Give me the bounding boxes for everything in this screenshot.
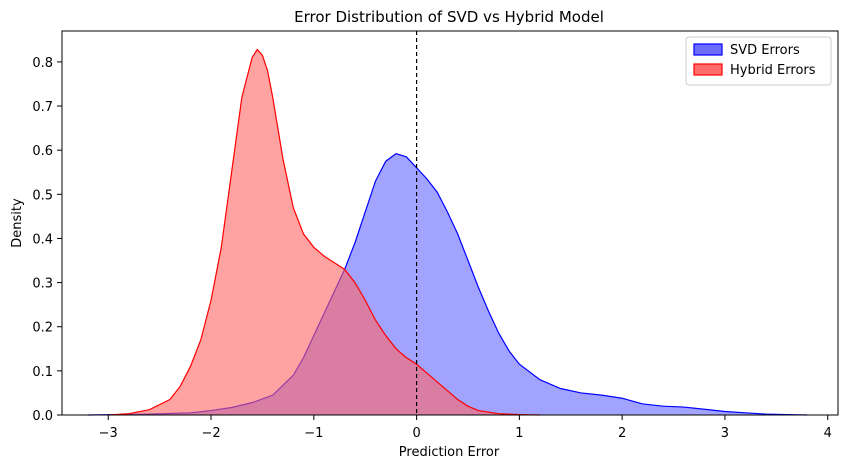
y-tick-label: 0.2 — [32, 321, 53, 336]
axes-frame — [61, 30, 839, 416]
x-tick-label: 3 — [721, 426, 729, 441]
x-tick-label: −3 — [99, 426, 118, 441]
x-axis-ticks: −3 −2 −1 0 1 2 3 4 — [99, 415, 832, 441]
legend-swatch-svd-errors — [693, 43, 723, 56]
y-tick-label: 0.1 — [32, 365, 53, 380]
legend-label-svd-errors: SVD Errors — [730, 43, 800, 58]
series-hybrid-errors-line — [108, 48, 540, 416]
y-tick-label: 0.5 — [32, 188, 53, 203]
x-tick-label: −2 — [201, 426, 220, 441]
chart-title: Error Distribution of SVD vs Hybrid Mode… — [294, 8, 604, 26]
x-axis-label: Prediction Error — [399, 445, 500, 460]
y-tick-label: 0.8 — [32, 56, 53, 71]
legend: SVD Errors Hybrid Errors — [685, 36, 832, 86]
y-axis-ticks: 0.0 0.1 0.2 0.3 0.4 0.5 0.6 0.7 0.8 — [32, 56, 62, 424]
x-tick-label: 2 — [618, 426, 626, 441]
legend-swatch-hybrid-errors — [693, 63, 723, 76]
y-tick-label: 0.4 — [32, 232, 53, 247]
x-tick-label: −1 — [304, 426, 323, 441]
y-axis-label: Density — [10, 198, 25, 248]
y-tick-label: 0.7 — [32, 100, 53, 115]
series-svd-errors-area — [87, 153, 808, 415]
x-tick-label: 0 — [412, 426, 420, 441]
x-tick-label: 4 — [824, 426, 832, 441]
y-tick-label: 0.3 — [32, 277, 53, 292]
series-hybrid-errors-area — [108, 49, 540, 415]
y-tick-label: 0.0 — [32, 409, 53, 424]
y-tick-label: 0.6 — [32, 144, 53, 159]
x-tick-label: 1 — [515, 426, 523, 441]
series-layer — [87, 48, 808, 416]
legend-label-hybrid-errors: Hybrid Errors — [730, 63, 816, 78]
